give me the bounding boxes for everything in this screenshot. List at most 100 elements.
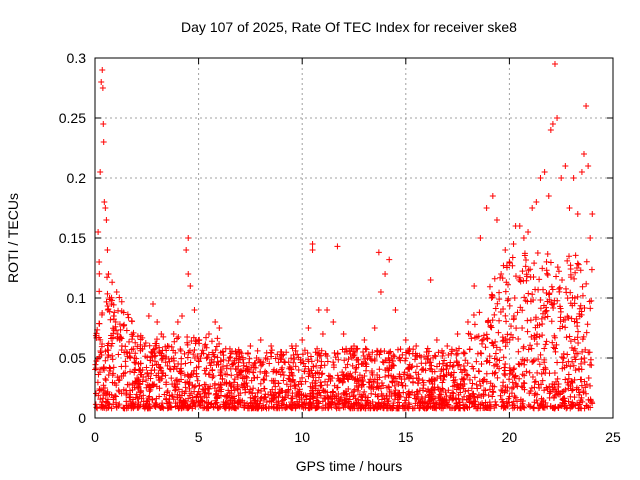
data-point: [129, 336, 136, 343]
data-point: [469, 391, 476, 398]
data-point: [152, 345, 159, 352]
data-point: [484, 318, 491, 325]
data-point: [176, 368, 183, 375]
data-point: [546, 383, 553, 390]
data-point: [197, 399, 204, 406]
data-point: [579, 336, 586, 343]
data-point: [240, 362, 247, 369]
data-point: [254, 347, 261, 354]
data-point: [355, 377, 362, 384]
data-point: [542, 314, 549, 321]
data-point: [108, 405, 115, 412]
data-point: [299, 337, 306, 343]
data-point: [521, 380, 528, 387]
data-point: [232, 348, 239, 355]
data-point: [539, 265, 546, 272]
data-point: [130, 345, 137, 352]
data-point: [110, 313, 117, 319]
data-point: [470, 390, 477, 397]
data-point: [569, 402, 576, 409]
data-point: [439, 379, 446, 386]
data-point: [342, 388, 349, 395]
data-point: [523, 273, 530, 280]
data-point: [330, 359, 337, 366]
data-point: [544, 313, 551, 320]
data-point: [356, 391, 363, 398]
data-point: [543, 307, 550, 314]
data-point: [163, 379, 170, 386]
data-point: [536, 385, 543, 392]
data-point: [147, 375, 154, 382]
data-point: [496, 296, 503, 303]
data-point: [538, 315, 545, 322]
data-point: [286, 363, 293, 370]
data-point: [297, 356, 304, 363]
data-point: [255, 386, 262, 393]
data-point: [325, 405, 332, 412]
data-point: [145, 313, 152, 319]
data-point: [103, 390, 110, 397]
data-point: [302, 378, 309, 385]
data-point: [580, 389, 587, 396]
data-point: [289, 377, 296, 384]
data-point: [527, 388, 534, 395]
data-point: [566, 253, 573, 260]
data-point: [100, 139, 107, 145]
data-point: [134, 333, 141, 340]
data-point: [559, 277, 566, 284]
data-point: [151, 358, 158, 365]
data-point: [542, 399, 549, 406]
data-point: [587, 404, 594, 411]
data-point: [193, 373, 200, 380]
data-point: [171, 383, 178, 390]
data-point: [125, 314, 132, 321]
data-point: [118, 363, 125, 370]
data-point: [509, 379, 516, 386]
data-point: [261, 385, 268, 392]
data-point: [468, 385, 475, 392]
data-point: [296, 403, 303, 410]
data-point: [261, 393, 268, 400]
data-point: [588, 362, 595, 369]
data-point: [285, 375, 292, 382]
data-point: [350, 392, 357, 399]
data-point: [560, 354, 567, 361]
data-point: [220, 356, 227, 363]
data-point: [393, 378, 400, 385]
data-point: [571, 345, 578, 352]
data-point: [383, 392, 390, 399]
data-point: [257, 368, 264, 375]
data-point: [588, 297, 595, 304]
data-point: [410, 346, 417, 353]
data-point: [152, 352, 159, 359]
data-point: [368, 369, 375, 376]
data-point: [293, 393, 300, 400]
data-point: [315, 400, 322, 407]
data-point: [144, 354, 151, 361]
data-point: [551, 332, 558, 339]
data-point: [521, 386, 528, 393]
data-point: [190, 334, 197, 341]
data-point: [276, 390, 283, 397]
data-point: [388, 354, 395, 361]
data-point: [262, 403, 269, 410]
data-point: [239, 384, 246, 391]
data-point: [132, 339, 139, 346]
data-point: [402, 355, 409, 362]
data-point: [316, 349, 323, 356]
data-point: [195, 337, 202, 343]
data-point: [511, 365, 518, 372]
data-point: [353, 364, 360, 371]
data-point: [542, 370, 549, 377]
data-point: [227, 365, 234, 372]
data-point: [184, 334, 191, 341]
data-point: [313, 404, 320, 411]
data-point: [502, 361, 509, 368]
data-point: [537, 351, 544, 358]
data-point: [504, 384, 511, 391]
data-point: [224, 397, 231, 404]
data-point: [573, 350, 580, 357]
data-point: [506, 393, 513, 400]
data-point: [436, 391, 443, 398]
data-point: [129, 386, 136, 393]
